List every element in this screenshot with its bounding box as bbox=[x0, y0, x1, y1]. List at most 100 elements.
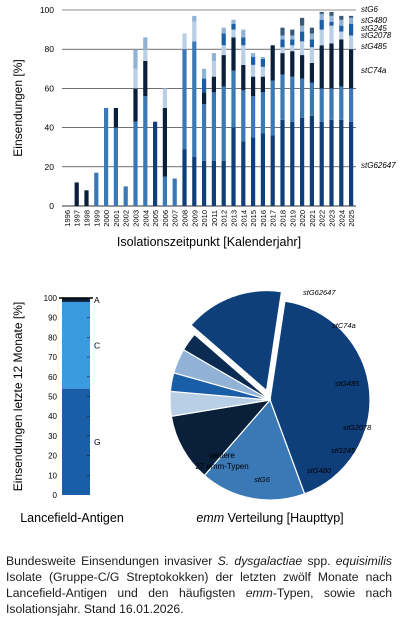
bar-segment bbox=[349, 49, 354, 89]
bar-segment bbox=[162, 108, 167, 177]
bar-segment bbox=[280, 74, 285, 120]
bar-segment bbox=[231, 70, 236, 128]
bar-segment bbox=[339, 86, 344, 120]
bar-segment bbox=[241, 45, 246, 65]
x-tick-label: 2024 bbox=[337, 210, 346, 227]
y-tick-label: 40 bbox=[48, 412, 57, 421]
series-label: stG245 bbox=[361, 24, 387, 33]
y-axis-title: Einsendungen [%] bbox=[11, 59, 25, 156]
slice-label: stG6 bbox=[254, 475, 271, 484]
bar-segment bbox=[62, 388, 90, 495]
x-tick-label: 2002 bbox=[122, 210, 131, 227]
bar-segment bbox=[329, 11, 334, 16]
slice-label: stC74a bbox=[332, 321, 356, 330]
y-tick-label: 80 bbox=[48, 333, 57, 342]
bar-segment bbox=[231, 19, 236, 24]
bar-segment bbox=[221, 160, 226, 206]
bar-segment bbox=[309, 27, 314, 34]
bar-segment bbox=[94, 172, 99, 206]
bar-segment bbox=[300, 55, 305, 79]
bar-segment bbox=[319, 121, 324, 206]
y-tick-label: 60 bbox=[45, 83, 55, 93]
slice-label: stG62647 bbox=[303, 288, 336, 297]
x-tick-label: 2022 bbox=[318, 210, 327, 227]
bar-segment bbox=[339, 19, 344, 26]
bar-segment bbox=[62, 298, 90, 302]
bar-segment bbox=[270, 135, 275, 206]
bar-segment bbox=[133, 88, 138, 122]
bar-segment bbox=[192, 21, 197, 42]
bar-segment bbox=[329, 88, 334, 120]
bar-segment bbox=[202, 78, 207, 93]
bar-segment bbox=[319, 13, 324, 20]
bar-segment bbox=[339, 25, 344, 32]
slice-label: weitere bbox=[208, 451, 235, 460]
bar-segment bbox=[349, 88, 354, 122]
bar-segment bbox=[192, 15, 197, 22]
bar-segment bbox=[349, 15, 354, 18]
bar-segment bbox=[309, 82, 314, 116]
bar-segment bbox=[280, 47, 285, 54]
x-tick-label: 2000 bbox=[102, 210, 111, 227]
bar-segment bbox=[143, 96, 148, 206]
bar-segment bbox=[290, 39, 295, 46]
bar-segment bbox=[300, 31, 305, 42]
bar-segment bbox=[231, 29, 236, 38]
y-tick-label: 70 bbox=[48, 353, 57, 362]
bar-segment bbox=[309, 62, 314, 83]
x-tick-label: 2004 bbox=[141, 210, 150, 227]
yearly-stacked-bar-chart: 0 20 40 60 80 100 1996 1997 1998 1999 2000 2001 2002… bbox=[11, 5, 396, 249]
bar-segment bbox=[339, 15, 344, 20]
pie-slice bbox=[170, 399, 272, 477]
bar-segment bbox=[221, 45, 226, 56]
bar-segment bbox=[133, 68, 138, 89]
x-tick-label: 2008 bbox=[181, 210, 190, 227]
x-tick-label: 2013 bbox=[230, 210, 239, 227]
bar-segment bbox=[251, 57, 256, 65]
x-tick-label: 2011 bbox=[210, 210, 219, 226]
bar-segment bbox=[319, 19, 324, 30]
bar-segment bbox=[339, 119, 344, 206]
x-tick-label: 2020 bbox=[298, 210, 307, 227]
x-tick-label: 2006 bbox=[161, 210, 170, 227]
segment-label: G bbox=[94, 437, 101, 447]
series-label: stG485 bbox=[361, 42, 387, 51]
bar-segment bbox=[172, 178, 177, 206]
bar-segment bbox=[309, 47, 314, 63]
bar-segment bbox=[162, 88, 167, 108]
bar-segment bbox=[280, 53, 285, 75]
bar-segment bbox=[202, 160, 207, 206]
x-tick-label: 2016 bbox=[259, 210, 268, 227]
bar-segment bbox=[319, 88, 324, 122]
bar-segment bbox=[123, 186, 128, 206]
bar-segment bbox=[349, 17, 354, 24]
bar-segment bbox=[329, 15, 334, 22]
bar-segment bbox=[113, 127, 118, 206]
bar-segment bbox=[349, 121, 354, 206]
bar-segment bbox=[211, 92, 216, 161]
bar-segment bbox=[113, 108, 118, 128]
pie-slice bbox=[182, 333, 271, 401]
bar-segment bbox=[260, 133, 265, 206]
x-tick-label: 1999 bbox=[92, 210, 101, 227]
bar-segment bbox=[329, 119, 334, 206]
x-tick-label: 2015 bbox=[249, 210, 258, 227]
bar-segment bbox=[211, 60, 216, 77]
y-tick-label: 100 bbox=[44, 294, 58, 303]
bar-segment bbox=[280, 39, 285, 48]
slice-label: 27 emm-Typen bbox=[195, 462, 248, 471]
bar-segment bbox=[143, 49, 148, 61]
x-tick-label: 2012 bbox=[220, 210, 229, 227]
pie-slice bbox=[190, 290, 283, 392]
bar-segment bbox=[339, 31, 344, 40]
bar-segment bbox=[241, 29, 246, 38]
bar-segment bbox=[309, 33, 314, 40]
bar-segment bbox=[74, 182, 79, 206]
series-label: stG6 bbox=[361, 5, 378, 14]
slice-label: stG480 bbox=[307, 466, 332, 475]
bar-segment bbox=[290, 121, 295, 206]
bar-segment bbox=[251, 137, 256, 206]
bar-segment bbox=[231, 23, 236, 30]
bar-segment bbox=[241, 141, 246, 206]
bar-segment bbox=[84, 190, 89, 206]
